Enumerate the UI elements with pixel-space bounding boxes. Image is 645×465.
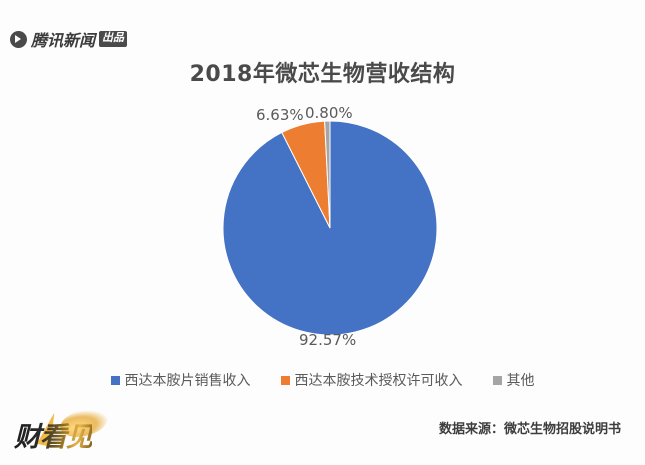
legend-swatch-icon <box>492 375 502 385</box>
pie-chart-svg <box>222 120 438 336</box>
pie-slice <box>324 120 331 229</box>
legend-item[interactable]: 西达本胺技术授权许可收入 <box>280 370 463 390</box>
data-label-blue: 92.57% <box>299 331 357 349</box>
pie-chart <box>222 120 438 336</box>
watermark-text: 财看见 <box>14 415 93 454</box>
legend-swatch-icon <box>280 375 290 385</box>
brand-name: 腾讯新闻 <box>31 31 96 50</box>
pie-slice <box>222 120 438 336</box>
legend-item-label: 西达本胺技术授权许可收入 <box>294 373 463 389</box>
data-label-orange: 6.63% <box>256 106 304 124</box>
play-circle-icon <box>10 30 27 48</box>
legend-swatch-icon <box>110 375 120 385</box>
brand-bar: 腾讯新闻 出品 <box>10 27 128 51</box>
legend-item-label: 西达本胺片销售收入 <box>124 373 251 389</box>
legend-item[interactable]: 其他 <box>492 370 535 390</box>
data-label-gray: 0.80% <box>305 104 353 122</box>
source-note: 数据来源：微芯生物招股说明书 <box>438 422 621 437</box>
legend-item[interactable]: 西达本胺片销售收入 <box>110 370 251 390</box>
brand-badge: 出品 <box>99 31 128 47</box>
legend-item-label: 其他 <box>506 373 535 389</box>
chart-legend: 西达本胺片销售收入 西达本胺技术授权许可收入 其他 <box>0 370 645 390</box>
watermark-logo: 财看见 <box>14 404 111 454</box>
chart-title: 2018年微芯生物营收结构 <box>189 62 456 87</box>
